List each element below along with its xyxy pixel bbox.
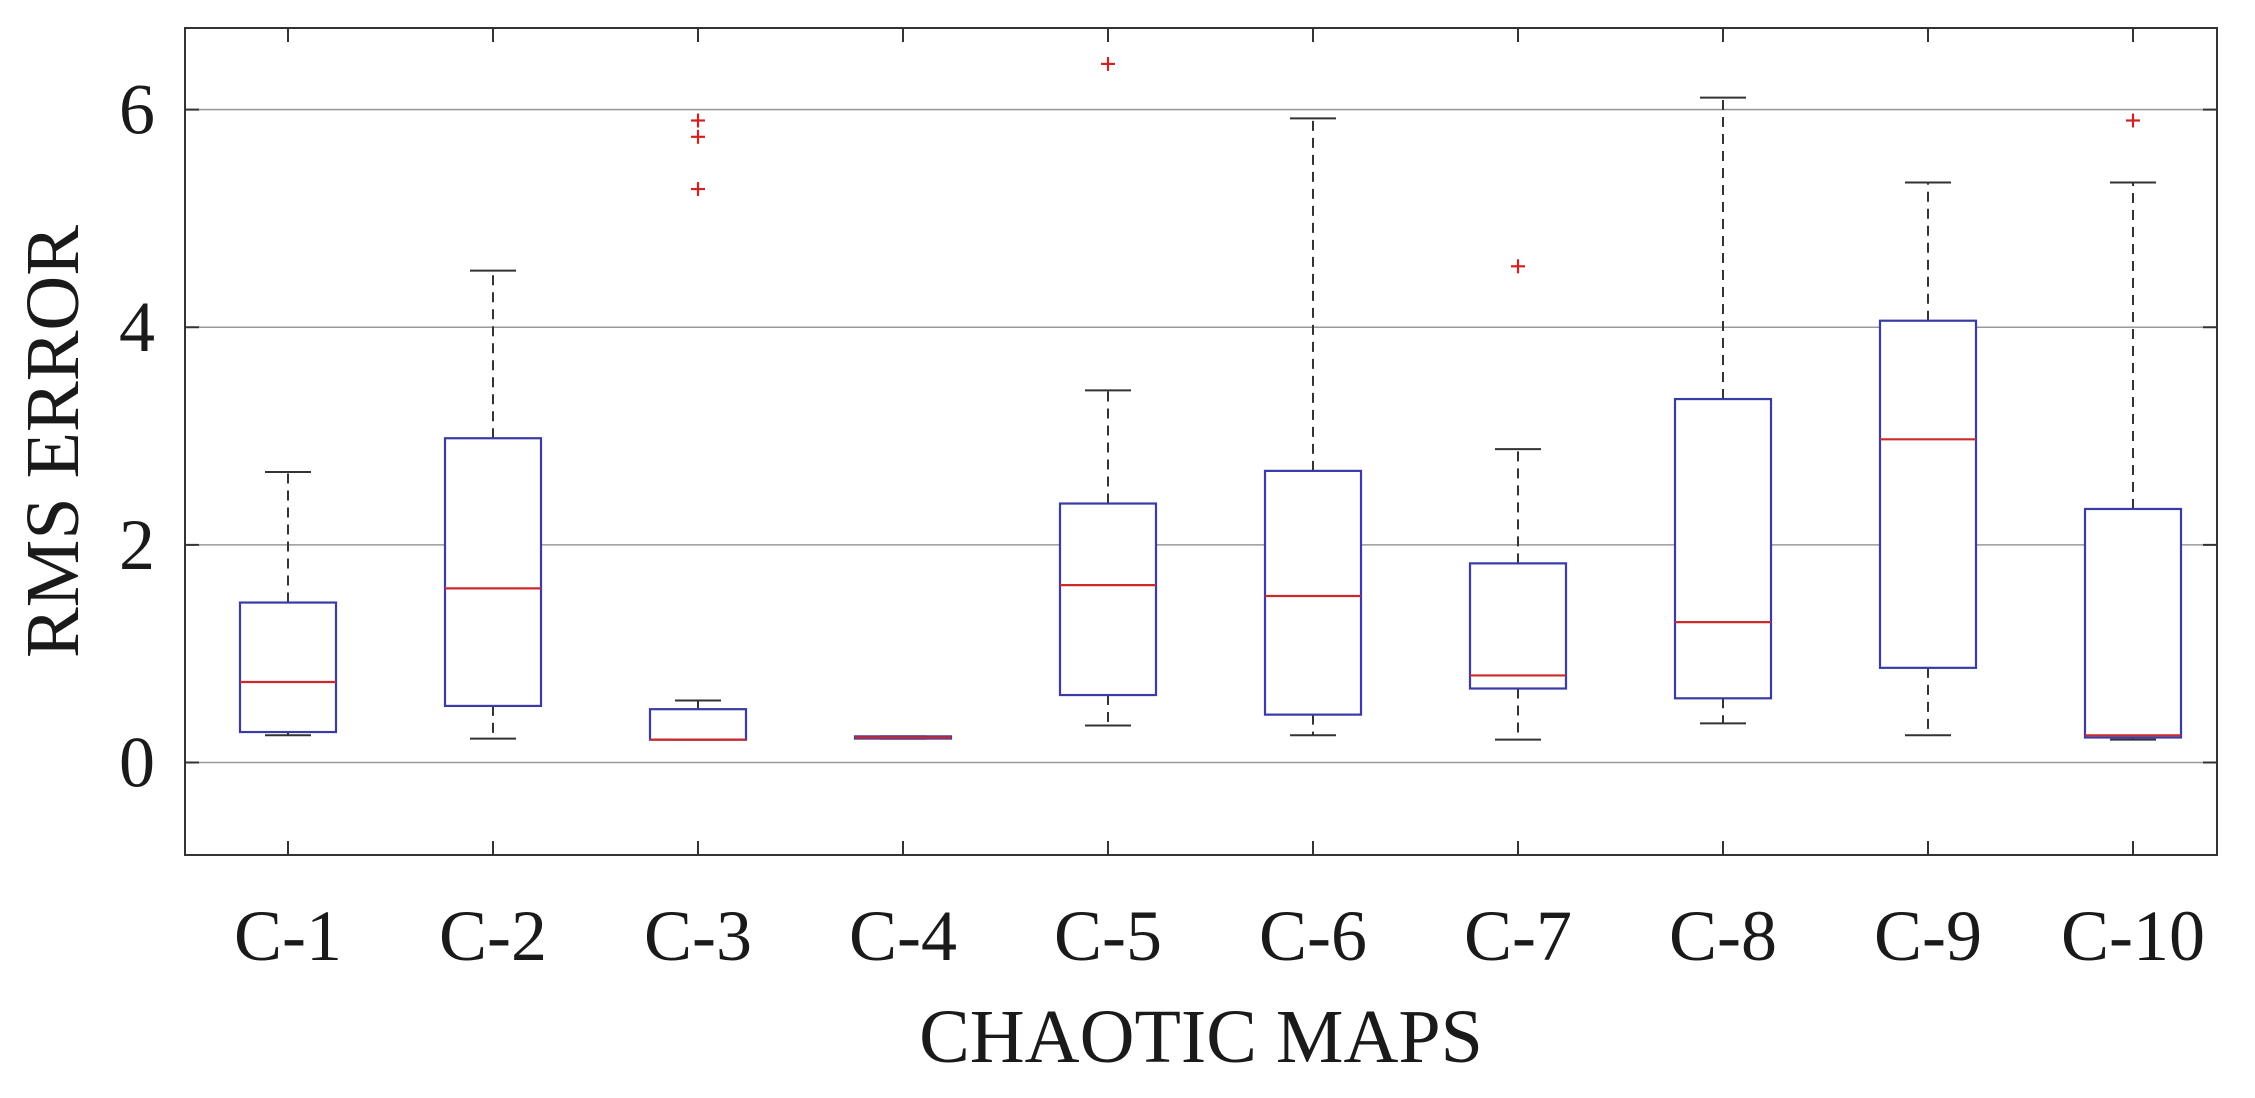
x-tick-label-C-6: C-6 [1259,896,1367,976]
iqr-box [2083,507,2183,739]
box-C-3 [648,113,748,741]
iqr-box [1058,502,1158,697]
x-tick-label-C-3: C-3 [644,896,752,976]
iqr-box [1468,562,1568,690]
plot-area-frame [184,27,2218,856]
y-tick-label-0: 0 [119,723,155,803]
box-C-2 [443,269,543,740]
outlier-marker-0 [2126,113,2140,128]
iqr-box [238,601,338,734]
outlier-marker-2 [691,113,705,128]
x-tick-label-C-7: C-7 [1464,896,1572,976]
iqr-box [1878,319,1978,669]
box-C-1 [238,470,338,737]
y-tick-label-4: 4 [119,287,155,367]
y-tick-label-6: 6 [119,70,155,150]
iqr-box [1263,469,1363,716]
boxes [238,56,2183,741]
y-axis-title: RMS ERROR [11,225,95,658]
x-tick-labels: C-1 C-2 C-3 C-4 C-5 C-6 C-7 C-8 C-9 C-10 [234,28,2205,976]
box-C-5 [1058,56,1158,727]
iqr-box [443,437,543,708]
x-tick-label-C-1: C-1 [234,896,342,976]
x-tick-label-C-4: C-4 [849,896,957,976]
box-C-4 [853,735,953,740]
outlier-marker-0 [1101,56,1115,71]
x-tick-label-C-8: C-8 [1669,896,1777,976]
y-tick-label-2: 2 [119,505,155,585]
x-tick-label-C-5: C-5 [1054,896,1162,976]
box-C-10 [2083,113,2183,741]
y-tick-labels: 0 2 4 6 [119,70,155,803]
box-C-6 [1263,117,1363,737]
x-tick-label-C-2: C-2 [439,896,547,976]
box-C-9 [1878,181,1978,737]
x-tick-label-C-9: C-9 [1874,896,1982,976]
box-C-7 [1468,259,1568,741]
x-tick-label-C-10: C-10 [2061,896,2205,976]
outlier-marker-0 [1511,259,1525,274]
outlier-marker-0 [691,182,705,197]
x-axis-title: CHAOTIC MAPS [919,995,1483,1079]
iqr-box [648,708,748,741]
box-C-8 [1673,96,1773,725]
outlier-marker-1 [691,129,705,144]
iqr-box [1673,397,1773,700]
